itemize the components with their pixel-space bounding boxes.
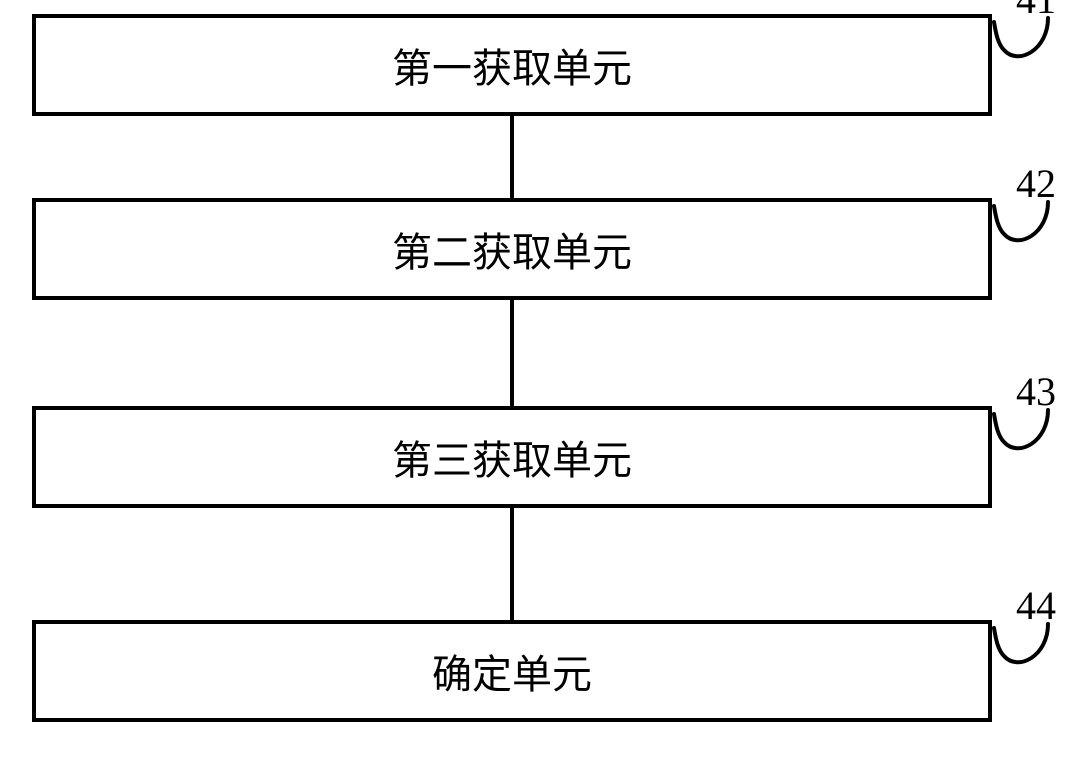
flowchart-node-n1: 第一获取单元 — [32, 14, 992, 116]
flowchart-ref-label: 42 — [1016, 160, 1056, 207]
flowchart-edge — [510, 300, 514, 406]
flowchart-ref-callout — [986, 200, 1056, 260]
flowchart-edge — [510, 116, 514, 198]
flowchart-ref-callout — [986, 408, 1056, 468]
diagram-canvas: 第一获取单元 41 第二获取单元 42 第三获取单元 43 确定单元 44 — [0, 0, 1091, 763]
flowchart-node-label: 第一获取单元 — [392, 36, 632, 94]
flowchart-ref-label: 41 — [1016, 0, 1056, 23]
flowchart-node-label: 确定单元 — [432, 642, 592, 700]
flowchart-node-label: 第三获取单元 — [392, 428, 632, 486]
flowchart-node-label: 第二获取单元 — [392, 220, 632, 278]
flowchart-ref-label: 43 — [1016, 368, 1056, 415]
flowchart-ref-callout — [986, 16, 1056, 76]
flowchart-edge — [510, 508, 514, 620]
flowchart-node-n3: 第三获取单元 — [32, 406, 992, 508]
flowchart-ref-callout — [986, 622, 1056, 682]
flowchart-node-n4: 确定单元 — [32, 620, 992, 722]
flowchart-ref-label: 44 — [1016, 582, 1056, 629]
flowchart-node-n2: 第二获取单元 — [32, 198, 992, 300]
